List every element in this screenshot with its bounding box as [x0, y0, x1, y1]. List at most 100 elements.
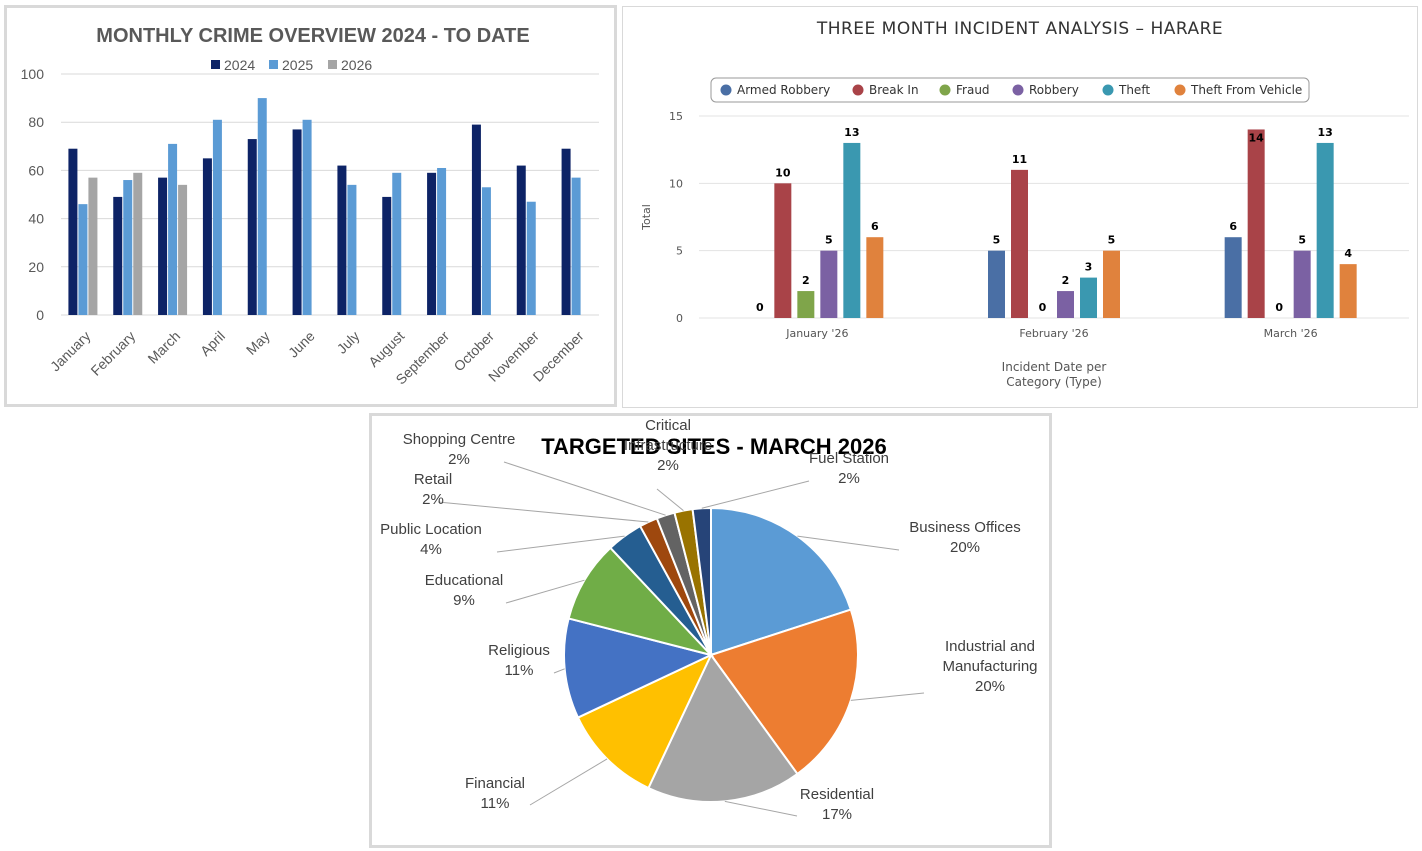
- x-tick-label: January '26: [785, 327, 848, 340]
- bar: [292, 129, 302, 315]
- legend-label: Armed Robbery: [737, 83, 830, 97]
- data-label: 0: [1039, 301, 1047, 314]
- bar: [178, 184, 188, 315]
- bar: [212, 119, 222, 315]
- bar: [481, 187, 491, 315]
- bar: [247, 139, 257, 315]
- data-label: 6: [871, 220, 879, 233]
- leader-line: [724, 800, 798, 817]
- data-label: 13: [844, 126, 859, 139]
- slice-label: Infrastructure: [624, 437, 712, 454]
- bar: [988, 250, 1005, 318]
- bar: [202, 158, 212, 315]
- data-label: 5: [1298, 234, 1306, 247]
- slice-label: 20%: [975, 678, 1005, 695]
- legend-marker: [720, 84, 732, 96]
- bar: [88, 177, 98, 315]
- legend-swatch: [211, 60, 220, 69]
- legend-marker: [1102, 84, 1114, 96]
- data-label: 2: [1062, 274, 1070, 287]
- bar: [302, 119, 312, 315]
- bar: [516, 165, 526, 315]
- slice-label: 20%: [950, 539, 980, 556]
- pie-slice: [691, 506, 712, 656]
- bar: [168, 143, 178, 315]
- pie-slice: [710, 506, 853, 657]
- pie-slice: [647, 653, 799, 803]
- legend-swatch: [269, 60, 278, 69]
- bar: [1224, 237, 1242, 318]
- leader-line: [553, 668, 565, 674]
- slice-label: 4%: [420, 541, 442, 558]
- data-label: 14: [1249, 131, 1265, 144]
- legend-label: 2026: [341, 57, 372, 73]
- slice-label: Retail: [414, 471, 452, 488]
- x-tick-label: June: [285, 328, 318, 361]
- bar: [68, 148, 78, 315]
- data-label: 3: [1085, 261, 1093, 274]
- y-axis-label: Total: [640, 204, 653, 231]
- y-tick-label: 60: [28, 162, 44, 178]
- y-tick-label: 0: [676, 312, 683, 325]
- bar: [1080, 277, 1097, 318]
- bar: [437, 167, 447, 315]
- bar: [1247, 129, 1265, 318]
- y-tick-label: 0: [36, 307, 44, 323]
- bar: [866, 237, 884, 318]
- bar: [1316, 142, 1334, 318]
- data-label: 5: [1108, 234, 1116, 247]
- pie-slice: [563, 617, 714, 719]
- slice-label: Religious: [488, 642, 550, 659]
- bar: [1103, 250, 1120, 318]
- data-label: 4: [1344, 247, 1352, 260]
- bar: [774, 183, 792, 318]
- slice-label: Manufacturing: [942, 658, 1037, 675]
- bar: [561, 148, 571, 315]
- chart-title: MONTHLY CRIME OVERVIEW 2024 - TO DATE: [96, 25, 529, 47]
- y-tick-label: 10: [669, 177, 683, 190]
- bar: [1293, 250, 1311, 318]
- bar: [257, 98, 267, 315]
- bar: [133, 172, 143, 315]
- x-axis-label: Incident Date per: [1002, 360, 1107, 374]
- leader-line: [437, 501, 649, 523]
- bar: [820, 250, 838, 318]
- legend-marker: [852, 84, 864, 96]
- data-label: 0: [756, 301, 764, 314]
- slice-label: 17%: [822, 806, 852, 823]
- bar: [471, 124, 481, 315]
- bar: [427, 172, 437, 315]
- leader-line: [656, 488, 684, 511]
- x-tick-label: March '26: [1264, 327, 1318, 340]
- slice-label: 11%: [505, 662, 534, 679]
- leader-line: [850, 692, 925, 701]
- targeted-sites-chart-panel: TARGETED SITES - MARCH 2026 Business Off…: [369, 413, 1052, 848]
- bar: [843, 142, 861, 318]
- legend-label: Robbery: [1029, 83, 1079, 97]
- y-tick-label: 15: [669, 110, 683, 123]
- x-tick-label: July: [334, 328, 363, 357]
- chart-title: TARGETED SITES - MARCH 2026: [541, 434, 887, 459]
- legend-marker: [939, 84, 951, 96]
- slice-label: 2%: [657, 457, 679, 474]
- slice-label: 2%: [448, 451, 470, 468]
- slice-label: 2%: [838, 470, 860, 487]
- y-tick-label: 100: [21, 66, 45, 82]
- x-tick-label: February '26: [1019, 327, 1088, 340]
- slice-label: 11%: [481, 795, 510, 812]
- bar: [571, 177, 581, 315]
- slice-label: Critical: [645, 417, 691, 434]
- bar: [1339, 264, 1357, 318]
- leader-line: [701, 480, 810, 509]
- legend-label: Theft: [1118, 83, 1150, 97]
- leader-line: [496, 535, 625, 553]
- incident-analysis-chart-panel: THREE MONTH INCIDENT ANALYSIS – HARARE A…: [622, 6, 1418, 408]
- slice-label: Industrial and: [945, 638, 1035, 655]
- leader-line: [503, 461, 666, 516]
- data-label: 10: [775, 166, 791, 179]
- bar: [123, 180, 133, 315]
- bar: [1011, 169, 1028, 318]
- data-label: 2: [802, 274, 810, 287]
- legend-label: Fraud: [956, 83, 990, 97]
- y-tick-label: 20: [28, 259, 44, 275]
